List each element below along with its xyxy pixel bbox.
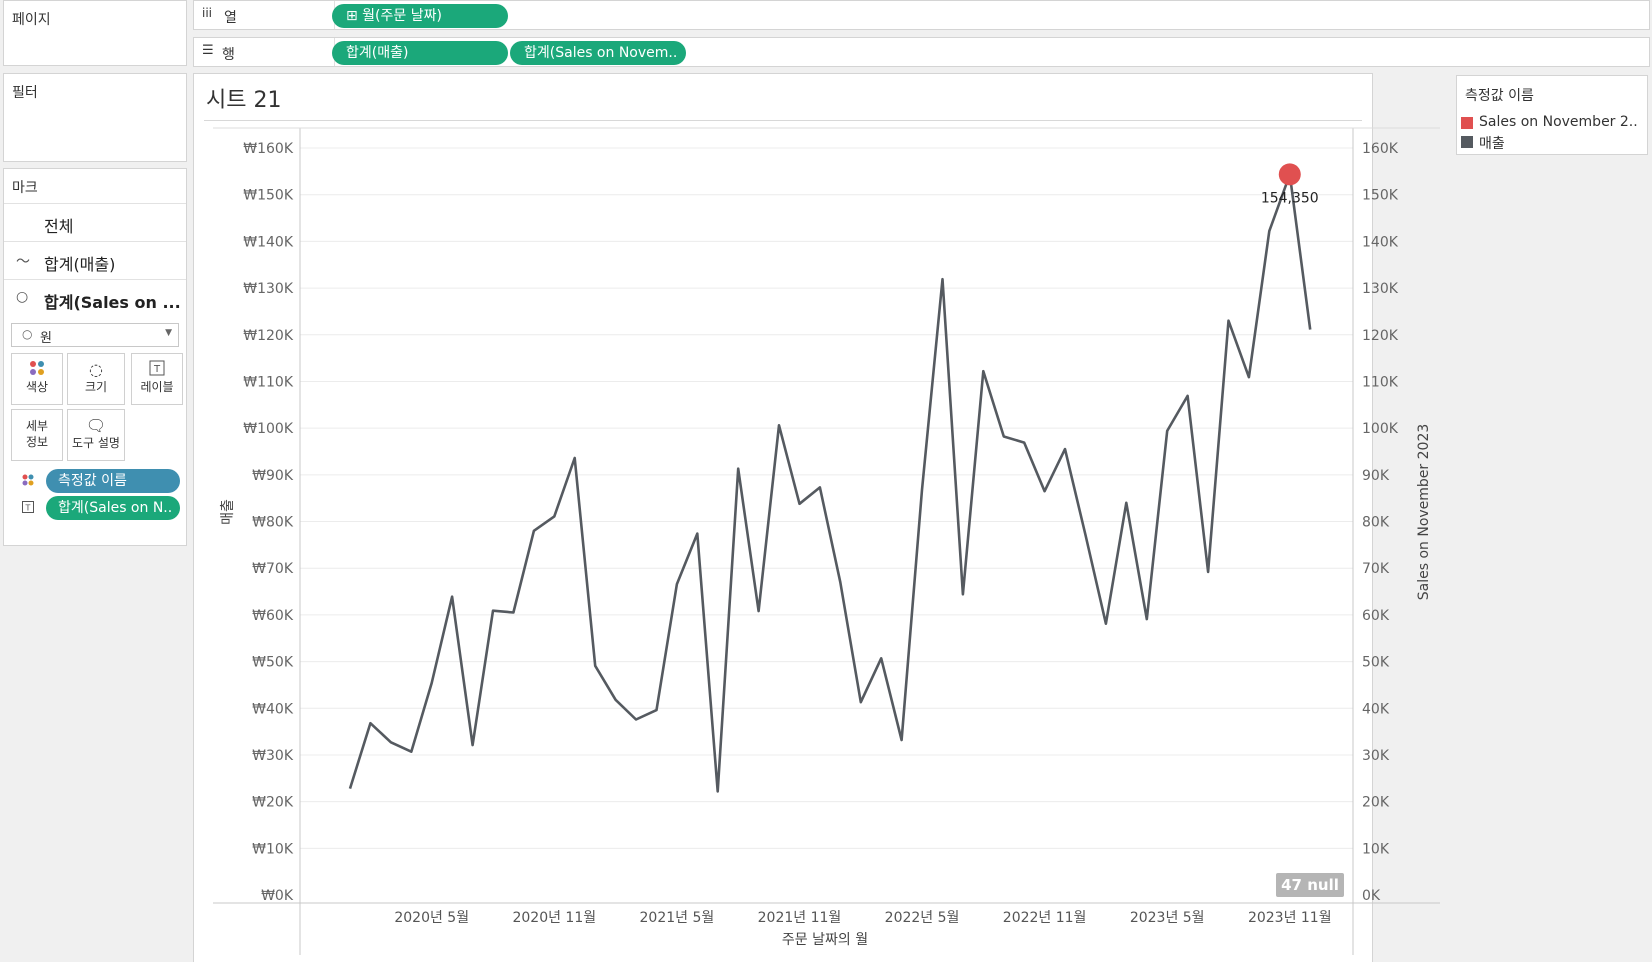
columns-shelf[interactable]: iii 열 ⊞ 월(주문 날짜)	[193, 0, 1650, 30]
marks-nov-row[interactable]: ○ 합계(Sales on ...	[4, 279, 186, 317]
legend-item[interactable]: Sales on November 2..	[1461, 114, 1645, 132]
circle-mark-icon: ○	[16, 289, 29, 305]
field-pill-measure-names[interactable]: 측정값 이름	[46, 469, 180, 493]
line-mark-icon: 〜	[16, 254, 30, 270]
detail-button[interactable]: 세부 정보	[11, 409, 63, 461]
color-label: 색상	[25, 380, 49, 394]
legend-panel: 측정값 이름 Sales on November 2.. 매출	[1456, 75, 1648, 155]
legend-item-label: 매출	[1479, 136, 1505, 152]
label-button[interactable]: T 레이블	[131, 353, 183, 405]
marks-sales-row[interactable]: 〜 합계(매출)	[4, 241, 186, 279]
label-label: 레이블	[140, 380, 174, 394]
field-pill-sales-nov-label: 합계(Sales on N..	[58, 500, 173, 516]
tooltip-label: 도구 설명	[72, 436, 120, 450]
color-button[interactable]: 색상	[11, 353, 63, 405]
marks-all-label: 전체	[44, 217, 74, 236]
columns-pill-month-label: ⊞ 월(주문 날짜)	[346, 8, 442, 24]
rows-shelf-icon: ☰	[202, 43, 214, 58]
svg-text:T: T	[25, 504, 31, 513]
size-icon: ◌	[89, 360, 103, 379]
color-icon	[12, 360, 62, 378]
y2-axis-title: Sales on November 2023	[1416, 424, 1432, 601]
rows-pill-sales[interactable]: 합계(매출)	[332, 41, 508, 65]
null-indicator-label: 47 null	[1281, 876, 1339, 894]
rows-shelf-label: 행	[222, 47, 235, 63]
rows-pill-sales-nov[interactable]: 합계(Sales on Novem..	[510, 41, 686, 65]
circle-icon: ○	[22, 327, 33, 341]
rows-shelf[interactable]: ☰ 행 합계(매출) 합계(Sales on Novem..	[193, 37, 1650, 67]
columns-shelf-label: 열	[224, 10, 237, 26]
label-icon: T	[132, 360, 182, 378]
legend-swatch	[1461, 117, 1473, 129]
marks-all-row[interactable]: 전체	[4, 203, 186, 241]
tooltip-button[interactable]: 🗨 도구 설명	[67, 409, 125, 461]
size-label: 크기	[84, 380, 108, 394]
mark-type-dropdown[interactable]: ○ 원 ▼	[11, 323, 179, 347]
rows-pill-sales-nov-label: 합계(Sales on Novem..	[524, 45, 678, 61]
legend-item[interactable]: 매출	[1461, 133, 1645, 152]
chevron-down-icon: ▼	[165, 328, 172, 338]
legend-swatch	[1461, 136, 1473, 148]
title-divider	[204, 120, 1362, 121]
pages-title: 페이지	[12, 12, 51, 28]
marks-sales-label: 합계(매출)	[44, 255, 116, 274]
sheet-title: 시트 21	[206, 88, 282, 113]
filters-title: 필터	[12, 85, 38, 101]
sheet-view: 시트 21	[193, 73, 1373, 962]
null-indicator[interactable]: 47 null	[1276, 873, 1344, 897]
columns-pill-month[interactable]: ⊞ 월(주문 날짜)	[332, 4, 508, 28]
detail-label: 세부 정보	[25, 419, 49, 449]
columns-shelf-icon: iii	[202, 6, 213, 20]
rows-pill-sales-label: 합계(매출)	[346, 45, 409, 61]
mark-type-value: 원	[40, 331, 52, 346]
color-icon	[22, 474, 34, 490]
field-pill-sales-nov[interactable]: 합계(Sales on N..	[46, 496, 180, 520]
marks-title: 마크	[12, 180, 38, 196]
marks-nov-label: 합계(Sales on ...	[44, 293, 181, 312]
marks-card: 마크 전체 〜 합계(매출) ○ 합계(Sales on ... ○ 원 ▼ 색…	[3, 168, 187, 546]
field-pill-measure-names-label: 측정값 이름	[58, 473, 127, 489]
size-button[interactable]: ◌ 크기	[67, 353, 125, 405]
pages-panel: 페이지	[3, 0, 187, 66]
tooltip-icon: 🗨	[85, 416, 107, 435]
svg-text:T: T	[153, 364, 161, 375]
label-icon: T	[22, 501, 34, 517]
legend-title: 측정값 이름	[1465, 88, 1534, 104]
legend-item-label: Sales on November 2..	[1479, 114, 1638, 130]
filters-panel[interactable]: 필터	[3, 73, 187, 162]
